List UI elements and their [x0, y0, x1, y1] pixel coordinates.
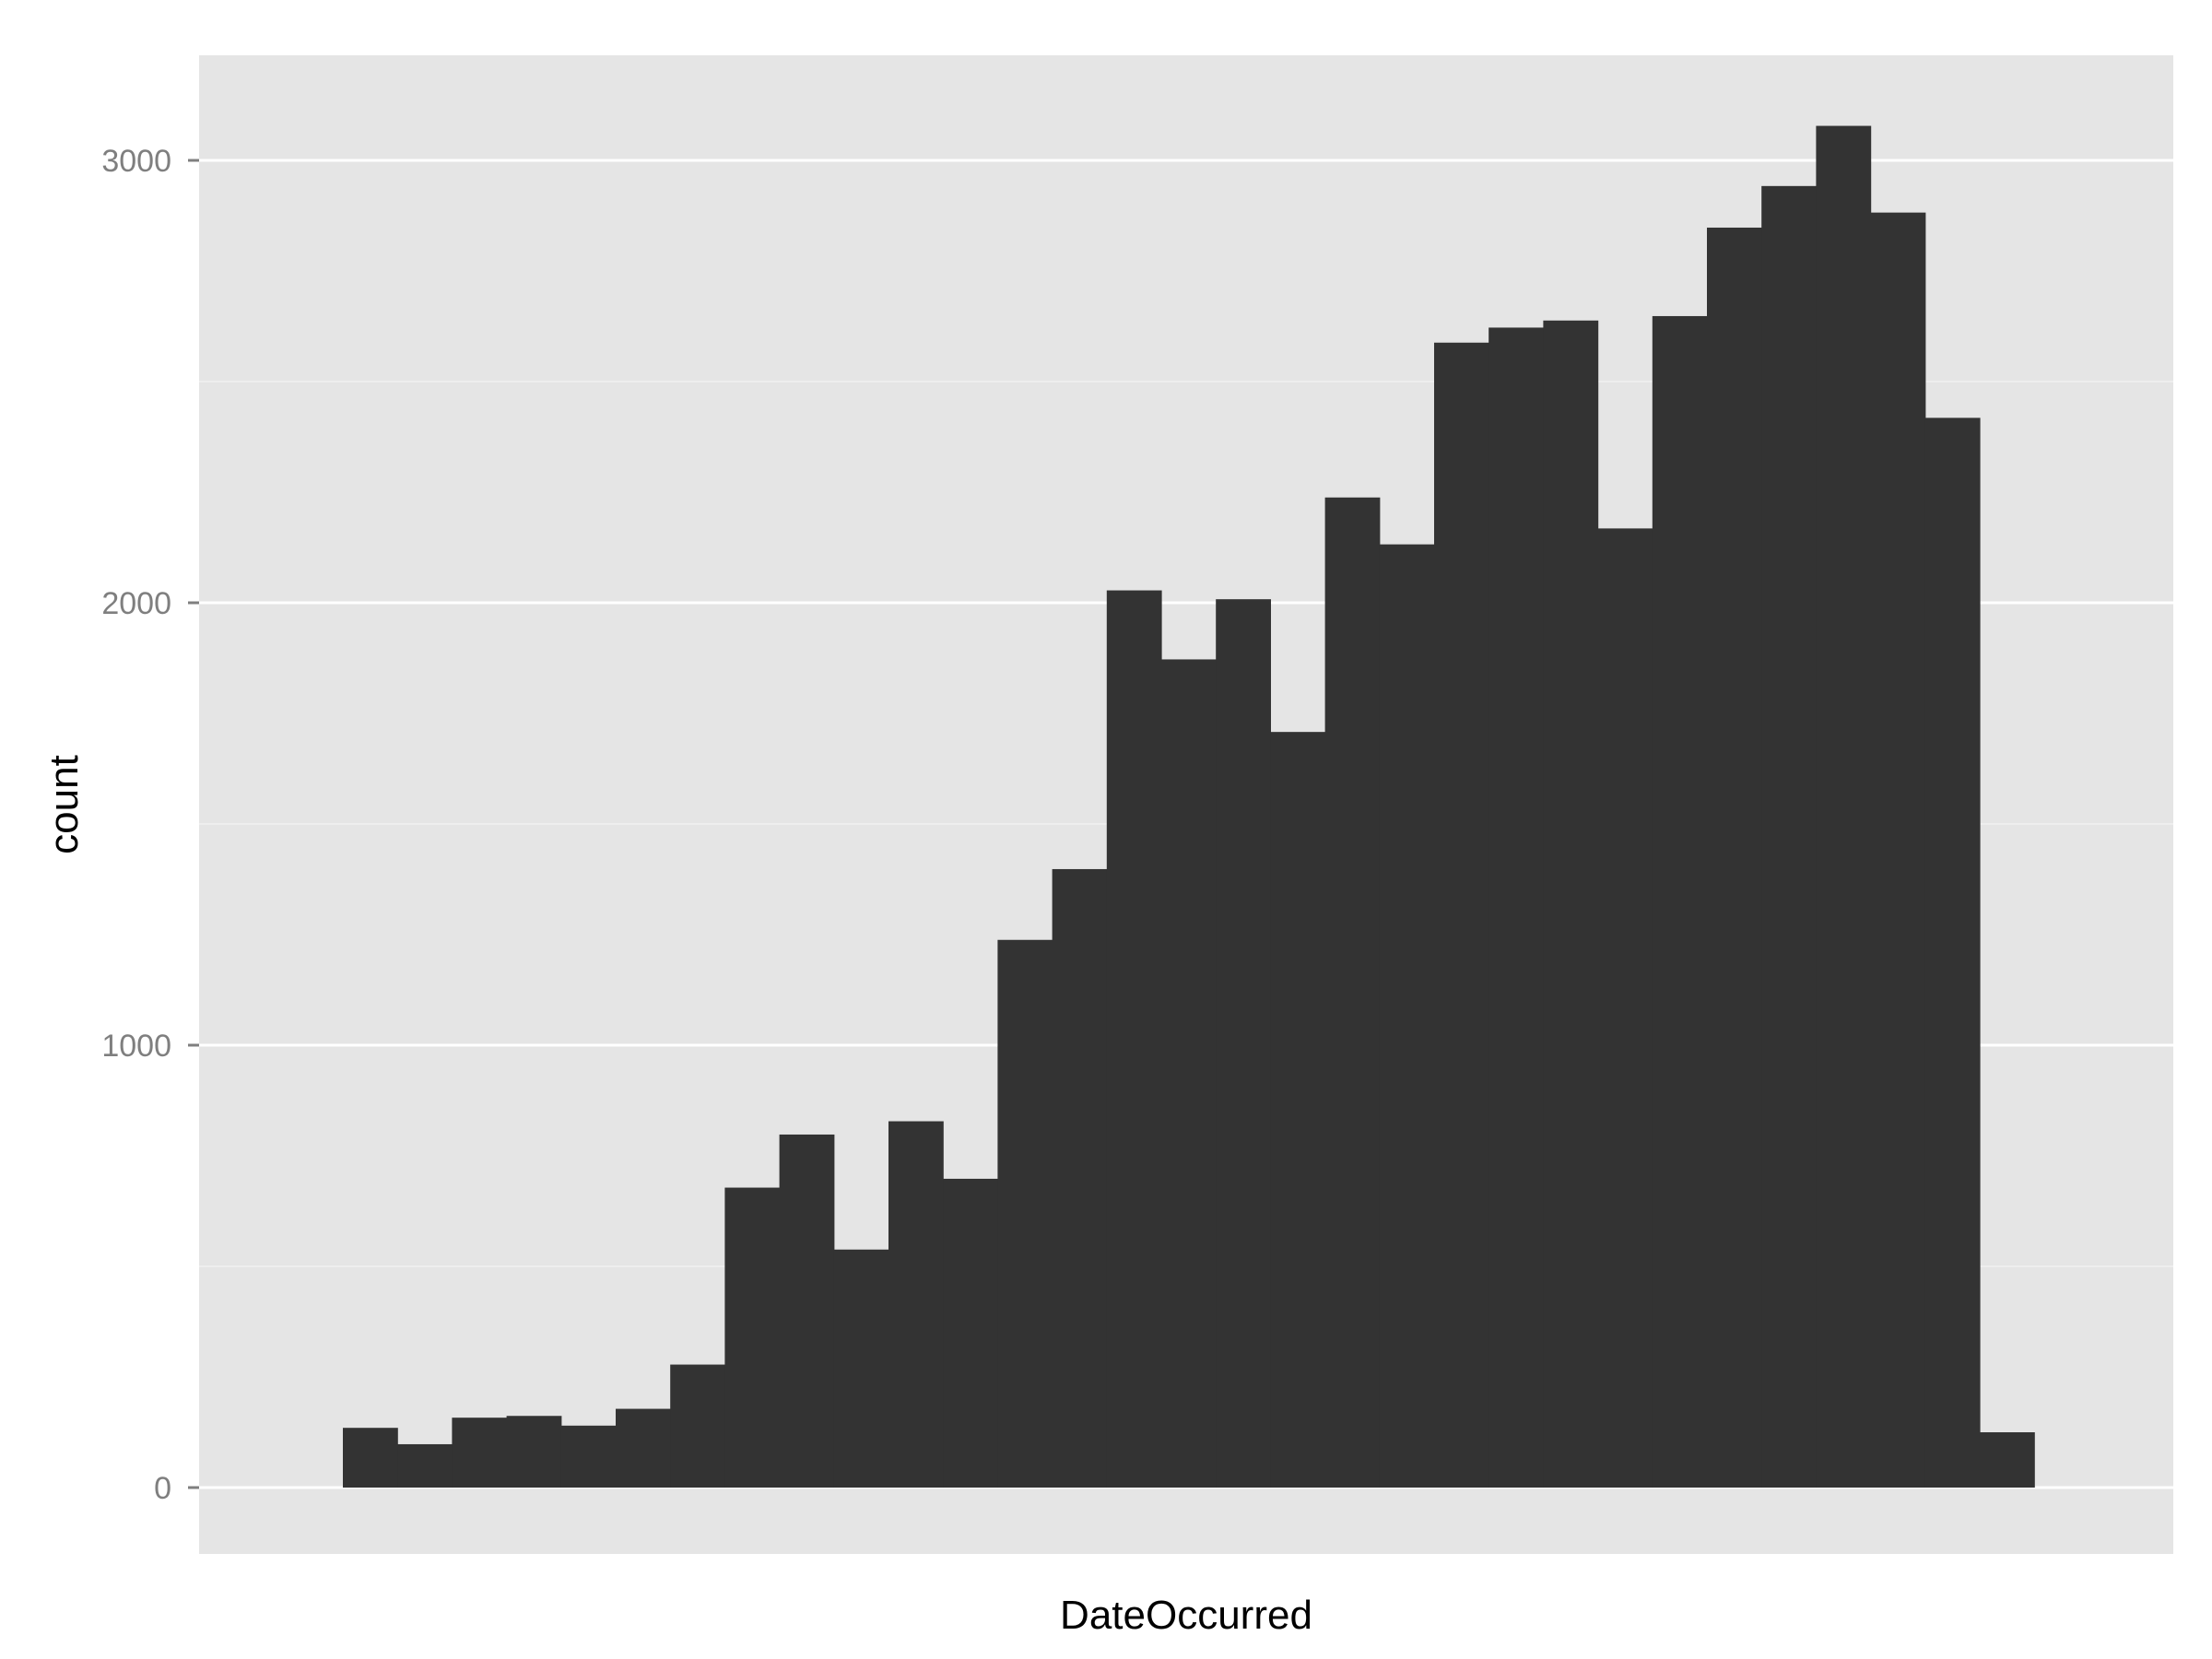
x-axis-title: DateOccurred — [1060, 1593, 1312, 1638]
histogram-bar — [888, 1121, 944, 1488]
histogram-bars — [343, 125, 2035, 1488]
histogram-bar — [1216, 599, 1271, 1488]
histogram-bar — [1597, 528, 1653, 1488]
histogram-bar — [397, 1443, 453, 1488]
histogram-bar — [1106, 590, 1162, 1488]
histogram-bar — [1816, 125, 1872, 1488]
histogram-bar — [1924, 418, 1981, 1488]
y-axis-tick-labels: 0 1000 2000 3000 — [101, 144, 171, 1506]
histogram-bar — [1379, 544, 1435, 1488]
histogram-bar — [1324, 497, 1381, 1488]
y-axis-title: count — [41, 755, 87, 854]
histogram-bar — [943, 1178, 998, 1488]
histogram-bar — [616, 1408, 671, 1488]
histogram-bar — [1707, 227, 1762, 1488]
y-tick-label: 3000 — [101, 144, 171, 179]
histogram-bar — [343, 1428, 398, 1488]
histogram-bar — [1270, 732, 1326, 1488]
y-tick-label: 2000 — [101, 586, 171, 621]
histogram-bar — [1161, 659, 1217, 1488]
histogram-bar — [1870, 212, 1926, 1488]
histogram-bar — [724, 1187, 781, 1488]
y-tick-label: 1000 — [101, 1029, 171, 1064]
histogram-bar — [1980, 1432, 2035, 1488]
y-axis-ticks — [188, 159, 199, 1489]
histogram-bar — [1488, 327, 1544, 1488]
histogram-bar — [833, 1249, 889, 1488]
histogram-bar — [452, 1418, 508, 1488]
y-tick-label: 0 — [154, 1471, 171, 1506]
histogram-bar — [670, 1364, 725, 1488]
histogram-bar — [1434, 342, 1489, 1488]
histogram-bar — [560, 1425, 617, 1488]
histogram-bar — [779, 1134, 835, 1488]
histogram-bar — [1543, 320, 1599, 1488]
histogram-bar — [506, 1416, 562, 1488]
histogram-bar — [1761, 185, 1817, 1488]
histogram-bar — [997, 939, 1053, 1488]
histogram-bar — [1652, 315, 1708, 1488]
histogram-bar — [1052, 868, 1108, 1488]
